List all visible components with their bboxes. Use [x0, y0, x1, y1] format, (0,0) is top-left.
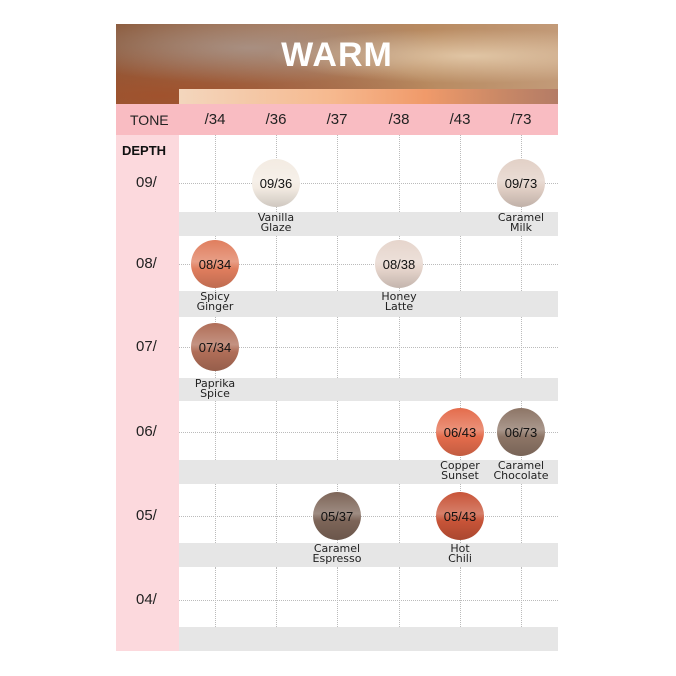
shade-name-line: Chocolate	[493, 469, 549, 482]
grid-line-horizontal	[179, 432, 558, 433]
tone-header: /36	[265, 111, 287, 128]
shade-name-line: Spicy	[200, 290, 230, 303]
name-band	[179, 543, 558, 567]
grid-line-vertical	[399, 567, 400, 627]
shade-swatch[interactable]: 09/73	[497, 159, 545, 207]
grid-line-vertical	[460, 567, 461, 627]
grid-line-vertical	[215, 567, 216, 627]
grid-line-vertical	[337, 236, 338, 291]
grid-line-vertical	[460, 135, 461, 212]
shade-name-line: Spice	[200, 387, 230, 400]
shade-name: Paprika Spice	[180, 377, 250, 400]
grid-line-vertical	[276, 236, 277, 291]
grid-line-vertical	[521, 567, 522, 627]
shade-swatch[interactable]: 09/36	[252, 159, 300, 207]
depth-level: 07/	[136, 338, 157, 355]
grid-line-vertical	[276, 484, 277, 543]
grid-line-horizontal	[179, 183, 558, 184]
shade-name: Copper Sunset	[425, 459, 495, 482]
name-band	[179, 460, 558, 484]
shade-name-line: Hot	[450, 542, 470, 555]
shade-name: Caramel Milk	[486, 211, 556, 234]
depth-level: 09/	[136, 174, 157, 191]
tone-header-row	[116, 104, 558, 135]
shade-name-line: Espresso	[312, 552, 362, 565]
grid-line-vertical	[337, 567, 338, 627]
grid-line-horizontal	[179, 516, 558, 517]
name-band	[179, 291, 558, 317]
depth-label: DEPTH	[122, 143, 167, 158]
shade-name: Caramel Espresso	[302, 542, 372, 565]
shade-swatch[interactable]: 05/37	[313, 492, 361, 540]
shade-name-line: Caramel	[313, 542, 361, 555]
shade-swatch[interactable]: 06/43	[436, 408, 484, 456]
shade-name-line: Paprika	[194, 377, 236, 390]
grid-line-vertical	[276, 567, 277, 627]
shade-swatch[interactable]: 05/43	[436, 492, 484, 540]
grid-line-vertical	[460, 236, 461, 291]
tone-header: /38	[388, 111, 410, 128]
grid-line-vertical	[337, 401, 338, 460]
tone-label: TONE	[130, 112, 169, 128]
shade-name-line: Caramel	[497, 459, 545, 472]
tone-header: /43	[449, 111, 471, 128]
name-band	[179, 378, 558, 401]
grid-line-vertical	[215, 135, 216, 212]
shade-name: Hot Chili	[425, 542, 495, 565]
shade-name-line: Chili	[448, 552, 472, 565]
shade-name-line: Ginger	[196, 300, 234, 313]
tone-gradient-bar	[179, 89, 558, 104]
grid-line-vertical	[521, 236, 522, 291]
depth-level: 04/	[136, 591, 157, 608]
grid-line-vertical	[215, 484, 216, 543]
shade-name: Honey Latte	[364, 290, 434, 313]
shade-name-line: Caramel	[497, 211, 545, 224]
tone-header: /37	[326, 111, 348, 128]
shade-chart: WARM TONE DEPTH /34/36/37/38/43/73 09/09/…	[116, 24, 558, 651]
grid-line-vertical	[521, 484, 522, 543]
name-band	[179, 212, 558, 236]
shade-name-line: Latte	[384, 300, 414, 313]
depth-column	[116, 135, 179, 651]
name-band	[179, 627, 558, 651]
shade-name: Vanilla Glaze	[241, 211, 311, 234]
grid-line-horizontal	[179, 600, 558, 601]
grid-line-horizontal	[179, 347, 558, 348]
shade-name-line: Honey	[381, 290, 417, 303]
shade-name: Caramel Chocolate	[486, 459, 556, 482]
shade-swatch[interactable]: 06/73	[497, 408, 545, 456]
grid-line-vertical	[399, 135, 400, 212]
grid-line-vertical	[399, 401, 400, 460]
shade-swatch[interactable]: 08/34	[191, 240, 239, 288]
grid-line-vertical	[215, 401, 216, 460]
shade-name-line: Vanilla	[257, 211, 295, 224]
tone-header: /73	[510, 111, 532, 128]
grid-line-vertical	[337, 135, 338, 212]
shade-name-line: Copper	[440, 459, 480, 472]
shade-name-line: Milk	[510, 221, 532, 234]
shade-name-line: Sunset	[441, 469, 479, 482]
depth-level: 06/	[136, 423, 157, 440]
shade-name-line: Glaze	[260, 221, 292, 234]
shade-swatch[interactable]: 08/38	[375, 240, 423, 288]
depth-level: 05/	[136, 507, 157, 524]
tone-header: /34	[204, 111, 226, 128]
depth-level: 08/	[136, 255, 157, 272]
grid-line-vertical	[399, 484, 400, 543]
chart-title: WARM	[281, 36, 393, 74]
grid-line-horizontal	[179, 264, 558, 265]
shade-swatch[interactable]: 07/34	[191, 323, 239, 371]
grid-line-vertical	[276, 401, 277, 460]
shade-name: Spicy Ginger	[180, 290, 250, 313]
